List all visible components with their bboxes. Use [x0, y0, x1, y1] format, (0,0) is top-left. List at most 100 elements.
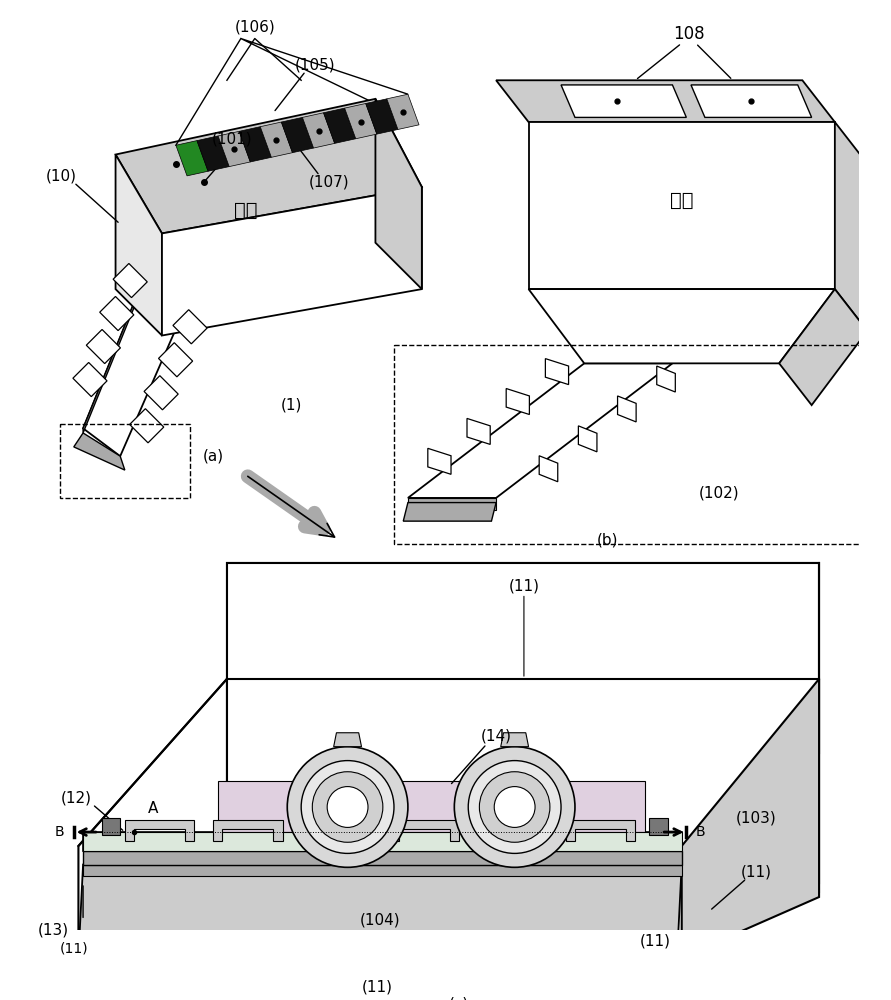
Text: (c): (c): [449, 996, 469, 1000]
Text: 反面: 反面: [670, 191, 693, 210]
Polygon shape: [217, 781, 644, 832]
Text: (1): (1): [282, 398, 303, 413]
Polygon shape: [130, 409, 164, 443]
Circle shape: [327, 787, 368, 827]
Polygon shape: [260, 122, 292, 157]
Polygon shape: [408, 498, 496, 510]
Text: (11): (11): [740, 864, 772, 879]
Polygon shape: [213, 820, 282, 841]
Text: (11): (11): [362, 980, 393, 995]
Polygon shape: [227, 563, 819, 892]
Text: B: B: [696, 825, 705, 839]
Polygon shape: [501, 733, 528, 747]
Polygon shape: [682, 679, 819, 957]
Polygon shape: [125, 820, 194, 841]
Polygon shape: [86, 329, 120, 364]
Polygon shape: [83, 851, 682, 865]
Text: 正面: 正面: [233, 201, 257, 220]
Polygon shape: [478, 820, 547, 841]
Polygon shape: [528, 289, 835, 363]
Polygon shape: [561, 85, 686, 117]
Polygon shape: [113, 263, 147, 298]
Text: (a): (a): [202, 449, 224, 464]
Polygon shape: [78, 679, 227, 957]
Circle shape: [469, 761, 561, 853]
Polygon shape: [365, 99, 398, 134]
Polygon shape: [241, 39, 408, 108]
Polygon shape: [528, 122, 835, 289]
Polygon shape: [100, 296, 134, 331]
Polygon shape: [345, 103, 377, 139]
Polygon shape: [404, 503, 496, 521]
Polygon shape: [657, 366, 675, 392]
Circle shape: [495, 787, 535, 827]
Polygon shape: [83, 832, 682, 851]
Polygon shape: [218, 131, 250, 167]
Text: (106): (106): [234, 20, 275, 35]
Polygon shape: [387, 94, 419, 129]
Text: (103): (103): [736, 811, 776, 826]
Polygon shape: [496, 80, 835, 122]
Polygon shape: [301, 820, 371, 841]
Text: (104): (104): [360, 913, 400, 928]
Text: B: B: [55, 825, 65, 839]
Polygon shape: [428, 448, 451, 474]
Text: (11): (11): [60, 941, 88, 955]
Bar: [650, 818, 667, 835]
Polygon shape: [566, 820, 635, 841]
Text: (105): (105): [295, 57, 335, 72]
Polygon shape: [116, 99, 421, 233]
Polygon shape: [74, 433, 125, 470]
Polygon shape: [835, 122, 867, 331]
Polygon shape: [323, 108, 356, 143]
Polygon shape: [83, 832, 682, 851]
Polygon shape: [389, 820, 459, 841]
Polygon shape: [144, 376, 178, 410]
Polygon shape: [375, 99, 421, 289]
Polygon shape: [282, 117, 314, 153]
Text: 108: 108: [674, 25, 705, 43]
Circle shape: [301, 761, 394, 853]
Circle shape: [313, 772, 383, 842]
Bar: [60, 424, 190, 498]
Circle shape: [454, 747, 575, 867]
Polygon shape: [78, 865, 682, 957]
Polygon shape: [83, 280, 143, 433]
Polygon shape: [333, 733, 362, 747]
Polygon shape: [197, 136, 229, 171]
Polygon shape: [545, 359, 568, 385]
Polygon shape: [116, 155, 162, 336]
Circle shape: [479, 772, 550, 842]
Polygon shape: [159, 343, 192, 377]
Polygon shape: [408, 363, 673, 498]
Polygon shape: [173, 310, 207, 344]
Text: (12): (12): [61, 790, 92, 805]
Polygon shape: [227, 563, 819, 753]
Polygon shape: [83, 280, 185, 456]
Bar: [394, 345, 890, 544]
Polygon shape: [83, 865, 682, 876]
Polygon shape: [578, 426, 597, 452]
Polygon shape: [176, 141, 208, 176]
Text: (107): (107): [308, 175, 349, 190]
Text: (11): (11): [641, 933, 671, 948]
Bar: [102, 818, 120, 835]
Text: (13): (13): [38, 922, 69, 937]
Polygon shape: [779, 289, 867, 405]
Text: (14): (14): [480, 729, 511, 744]
Polygon shape: [691, 85, 812, 117]
Circle shape: [287, 747, 408, 867]
Polygon shape: [73, 362, 107, 397]
Text: (10): (10): [46, 168, 78, 183]
Polygon shape: [302, 113, 335, 148]
Polygon shape: [162, 187, 421, 336]
Polygon shape: [617, 396, 636, 422]
Text: (b): (b): [597, 532, 618, 547]
Polygon shape: [539, 456, 558, 482]
Polygon shape: [506, 389, 529, 415]
Text: (11): (11): [509, 579, 539, 594]
Text: (102): (102): [699, 486, 740, 501]
Polygon shape: [467, 418, 490, 444]
Polygon shape: [239, 127, 272, 162]
Text: (101): (101): [211, 131, 252, 146]
